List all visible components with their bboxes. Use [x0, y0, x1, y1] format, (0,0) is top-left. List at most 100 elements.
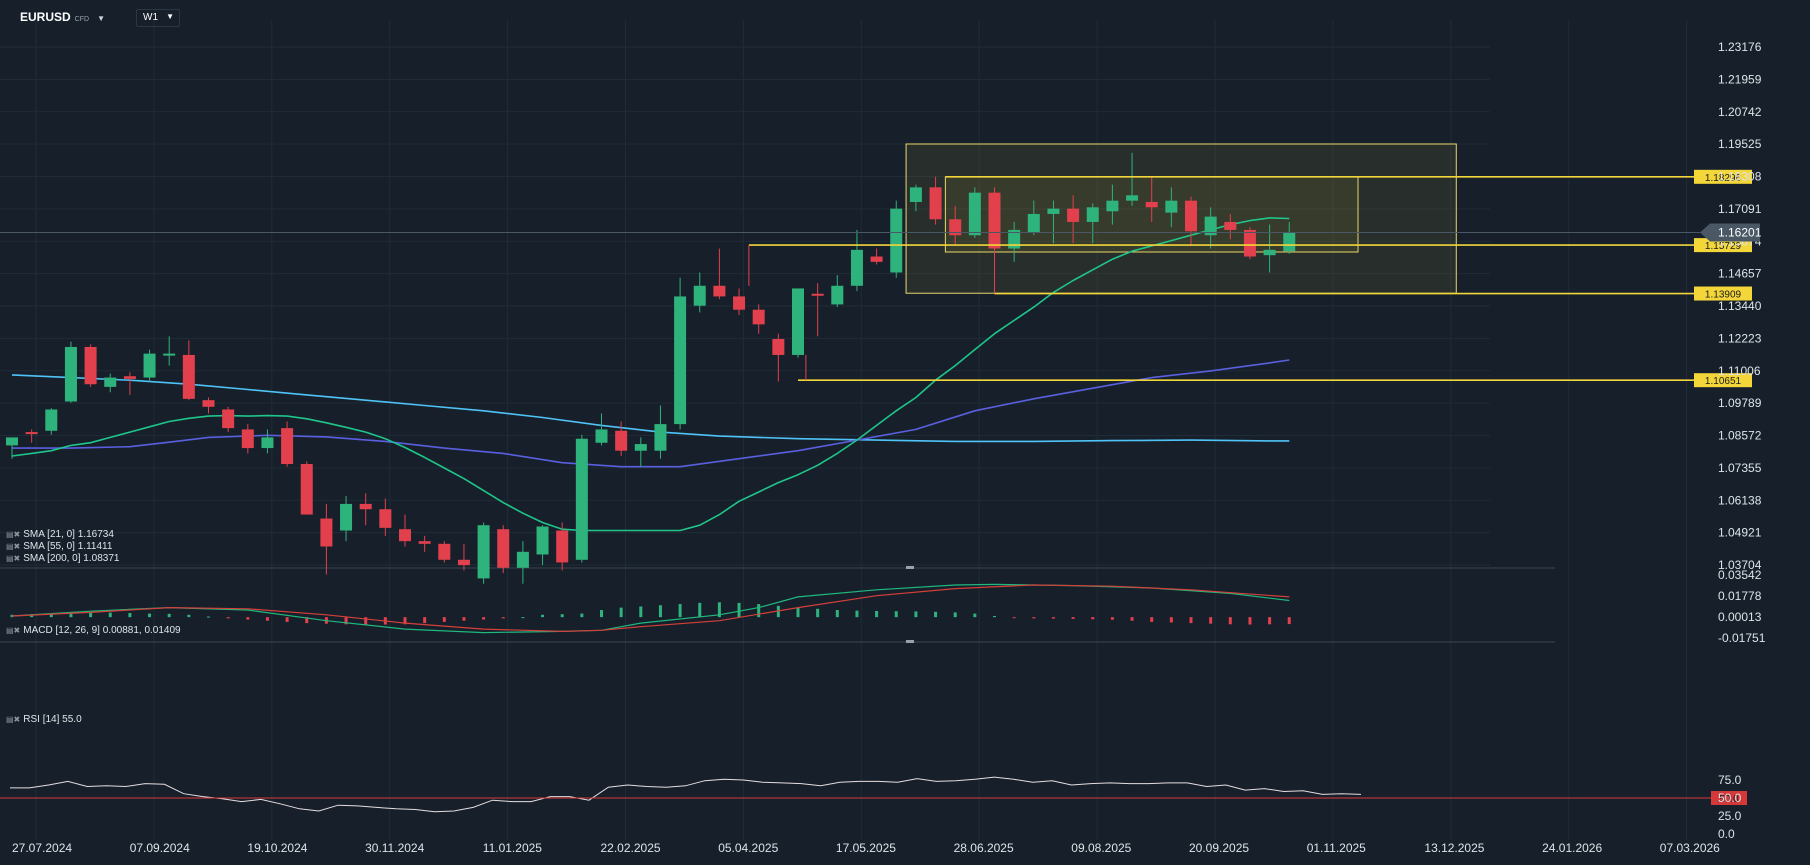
price-tick-label: 1.14657 [1718, 267, 1762, 281]
rsi-tick-label: 0.0 [1718, 827, 1735, 841]
macd-hist-up [541, 614, 545, 618]
candle-down [359, 503, 372, 510]
price-tick-label: 1.13440 [1718, 299, 1762, 313]
candle-down [811, 293, 824, 296]
candle-up [1106, 200, 1119, 212]
macd-hist-up [737, 602, 741, 618]
sma21-legend[interactable]: ▤✖ SMA [21, 0] 1.16734 [6, 529, 114, 540]
sma55-legend-label: SMA [55, 0] 1.11411 [23, 541, 113, 552]
candle-up [64, 346, 77, 402]
price-tick-label: 1.18308 [1718, 170, 1762, 184]
sma200-legend-label: SMA [200, 0] 1.08371 [23, 553, 120, 564]
settings-icon[interactable]: ▤✖ [6, 542, 21, 551]
price-tick-label: 1.04921 [1718, 526, 1762, 540]
macd-hist-down [423, 617, 427, 624]
sma55-legend[interactable]: ▤✖ SMA [55, 0] 1.11411 [6, 541, 112, 552]
candle-up [1086, 207, 1099, 222]
settings-icon[interactable]: ▤✖ [6, 715, 21, 724]
settings-icon[interactable]: ▤✖ [6, 530, 21, 539]
macd-hist-up [148, 613, 152, 618]
time-axis: 27.07.2024 07.09.2024 19.10.2024 30.11.2024… [12, 841, 1720, 855]
candle-up [261, 437, 274, 449]
candle-up [477, 525, 490, 579]
candle-down [1185, 200, 1197, 232]
sma200-legend[interactable]: ▤✖ SMA [200, 0] 1.08371 [6, 553, 119, 564]
candle-down [1145, 201, 1158, 208]
pane-resize-handle [906, 640, 914, 643]
candle-up [104, 377, 117, 387]
macd-hist-up [187, 614, 191, 618]
candle-up [6, 437, 18, 446]
level-label: 1.18296 [1705, 173, 1742, 184]
macd-hist-down [364, 617, 368, 625]
candle-up [1165, 200, 1178, 213]
signal-line [11, 584, 1290, 633]
macd-legend-label: MACD [12, 26, 9] 0.00881, 0.01409 [23, 625, 181, 636]
macd-hist-up [580, 613, 584, 618]
macd-hist-down [1287, 617, 1291, 625]
rsi-line [10, 776, 1362, 813]
pane-resize-handle [906, 566, 914, 569]
time-tick-label: 05.04.2025 [718, 841, 778, 855]
candle-up [634, 444, 647, 451]
macd-hist-up [89, 612, 93, 618]
horizontal-levels[interactable]: 1.18296 1.15729 1.13909 1.10651 [748, 169, 1752, 388]
time-tick-label: 13.12.2025 [1424, 841, 1484, 855]
time-tick-label: 24.01.2026 [1542, 841, 1602, 855]
time-tick-label: 28.06.2025 [954, 841, 1014, 855]
macd-hist-down [1228, 617, 1232, 625]
macd-legend[interactable]: ▤✖ MACD [12, 26, 9] 0.00881, 0.01409 [6, 625, 181, 636]
candle-up [1263, 249, 1276, 256]
macd-hist-down [462, 617, 466, 621]
candle-up [143, 353, 156, 378]
macd-hist-up [717, 602, 721, 618]
rsi-tick-label: 75.0 [1718, 773, 1742, 787]
chevron-down-icon: ▼ [166, 12, 174, 21]
price-tick-label: 1.09789 [1718, 396, 1762, 410]
time-tick-label: 01.11.2025 [1307, 841, 1366, 855]
candle-down [457, 559, 470, 566]
symbol-selector[interactable]: EURUSD CFD ▼ [20, 10, 105, 24]
chart-toolbar: EURUSD CFD ▼ W1 ▼ [0, 0, 1810, 36]
macd-hist-down [1032, 617, 1036, 619]
macd-hist-up [619, 607, 623, 618]
rsi-legend[interactable]: ▤✖ RSI [14] 55.0 [6, 714, 82, 725]
macd-hist-up [934, 611, 938, 618]
time-tick-label: 30.11.2024 [365, 841, 424, 855]
macd-hist-down [1169, 617, 1173, 623]
sma21-legend-label: SMA [21, 0] 1.16734 [23, 529, 114, 540]
macd-tick-label: 0.01778 [1718, 589, 1762, 603]
candle-down [1243, 229, 1256, 257]
candle-up [890, 208, 903, 273]
macd-hist-up [816, 608, 820, 618]
settings-icon[interactable]: ▤✖ [6, 554, 21, 563]
time-tick-label: 22.02.2025 [601, 841, 661, 855]
price-tick-label: 1.06138 [1718, 493, 1762, 507]
candle-down [870, 256, 883, 262]
rsi-panel: 50.075.050.025.00.0 [0, 773, 1747, 841]
macd-hist-down [1268, 617, 1272, 625]
current-price-label: 1.16201 [1718, 226, 1762, 240]
price-tick-label: 1.11006 [1718, 364, 1761, 378]
chevron-down-icon: ▼ [97, 14, 105, 23]
candle-down [988, 192, 1001, 249]
candle-down [733, 296, 746, 310]
price-tick-label: 1.03704 [1718, 558, 1762, 572]
candle-down [772, 338, 785, 355]
macd-hist-down [265, 617, 269, 621]
current-price-tag [1700, 223, 1760, 242]
candle-down [320, 518, 333, 547]
macd-hist-down [403, 617, 407, 625]
timeframe-selector[interactable]: W1 ▼ [136, 9, 180, 27]
macd-hist-up [855, 610, 859, 618]
macd-hist-down [482, 617, 486, 620]
macd-panel: 0.03542 0.01778 0.00013 -0.01751 [10, 568, 1766, 645]
candle-up [1283, 232, 1296, 252]
macd-hist-up [128, 612, 132, 618]
candle-down [84, 346, 97, 385]
macd-hist-down [1130, 617, 1134, 621]
candle-down [438, 543, 451, 560]
candle-up [45, 409, 58, 431]
settings-icon[interactable]: ▤✖ [6, 626, 21, 635]
